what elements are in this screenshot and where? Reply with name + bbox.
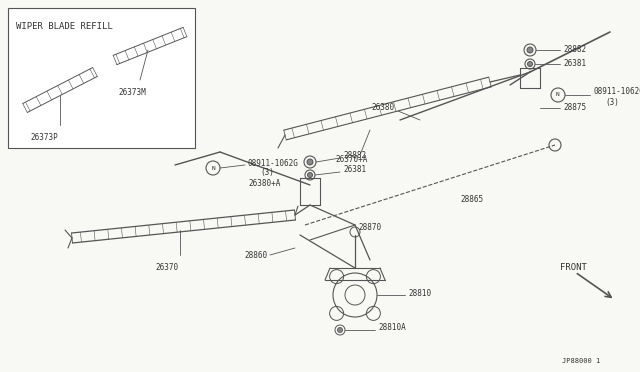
Text: JP88000 1: JP88000 1 [562, 358, 600, 364]
Text: 26373P: 26373P [30, 133, 58, 142]
Text: 26381: 26381 [563, 60, 586, 68]
Text: 28875: 28875 [563, 103, 586, 112]
Text: 28882: 28882 [563, 45, 586, 55]
Text: 26380+A: 26380+A [248, 179, 280, 187]
Text: 28870: 28870 [358, 224, 381, 232]
Circle shape [337, 327, 342, 333]
Text: FRONT: FRONT [560, 263, 587, 273]
Text: 08911-1062G: 08911-1062G [593, 87, 640, 96]
Text: 26370: 26370 [155, 263, 178, 272]
Text: (3): (3) [605, 97, 619, 106]
Text: 26370+A: 26370+A [335, 155, 367, 164]
Circle shape [527, 61, 532, 67]
Text: N: N [556, 93, 560, 97]
Text: 28882: 28882 [343, 151, 366, 160]
Circle shape [527, 47, 533, 53]
Text: (3): (3) [260, 169, 274, 177]
Bar [8, 8, 195, 148]
Text: 28810: 28810 [408, 289, 431, 298]
Text: 26380: 26380 [372, 103, 395, 112]
Text: 28860: 28860 [245, 250, 268, 260]
Text: 28865: 28865 [460, 196, 483, 205]
Text: 28810A: 28810A [378, 324, 406, 333]
Circle shape [307, 159, 313, 165]
Circle shape [307, 173, 312, 177]
Text: 08911-1062G: 08911-1062G [248, 158, 299, 167]
Text: 26373M: 26373M [118, 88, 146, 97]
Text: WIPER BLADE REFILL: WIPER BLADE REFILL [16, 22, 113, 31]
Text: 26381: 26381 [343, 166, 366, 174]
Text: N: N [211, 166, 215, 170]
